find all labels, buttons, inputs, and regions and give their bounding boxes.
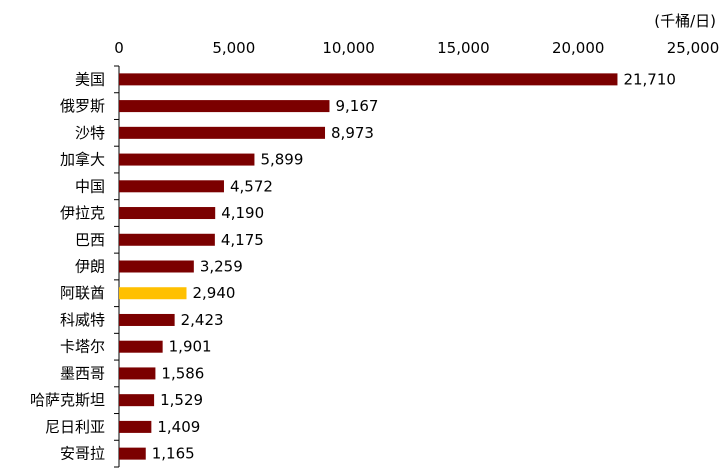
category-label: 加拿大: [60, 151, 105, 169]
value-label: 4,572: [230, 177, 273, 195]
value-label: 1,409: [157, 418, 200, 436]
bar: [119, 126, 326, 139]
bars: [119, 73, 618, 460]
x-tick-label: 10,000: [322, 39, 375, 57]
category-label: 中国: [75, 177, 105, 195]
value-label: 1,586: [161, 364, 204, 382]
value-label: 8,973: [331, 124, 374, 142]
unit-label: (千桶/日): [654, 12, 716, 30]
value-label: 1,901: [169, 338, 212, 356]
value-label: 4,190: [221, 204, 264, 222]
bar: [119, 153, 255, 166]
category-label: 巴西: [75, 231, 105, 249]
value-label: 2,423: [181, 311, 224, 329]
bar: [119, 394, 155, 407]
category-label: 阿联酋: [60, 284, 105, 302]
category-label: 俄罗斯: [60, 97, 105, 115]
x-tick-label: 25,000: [667, 39, 720, 57]
bar: [119, 447, 146, 460]
x-axis-ticks: 0 5,000 10,000 15,000 20,000 25,000: [114, 39, 719, 57]
bar: [119, 73, 618, 86]
x-tick-label: 15,000: [437, 39, 490, 57]
category-label: 沙特: [75, 124, 105, 142]
value-label: 9,167: [335, 97, 378, 115]
category-label: 尼日利亚: [45, 418, 105, 436]
bar: [119, 100, 330, 113]
x-tick-label: 0: [114, 39, 124, 57]
category-label: 科威特: [60, 311, 105, 329]
bar: [119, 340, 163, 353]
bar: [119, 233, 215, 246]
category-label: 卡塔尔: [60, 338, 105, 356]
category-label: 墨西哥: [60, 364, 105, 382]
category-label: 哈萨克斯坦: [30, 391, 105, 409]
bar: [119, 313, 175, 326]
category-labels: 美国俄罗斯沙特加拿大中国伊拉克巴西伊朗阿联酋科威特卡塔尔墨西哥哈萨克斯坦尼日利亚…: [30, 65, 119, 468]
x-tick-label: 5,000: [212, 39, 255, 57]
bar: [119, 207, 216, 220]
value-label: 21,710: [623, 70, 676, 88]
bar: [119, 367, 156, 380]
category-label: 安哥拉: [60, 445, 105, 463]
x-tick-label: 20,000: [552, 39, 605, 57]
category-label: 伊拉克: [60, 204, 105, 222]
category-label: 美国: [75, 70, 105, 88]
value-label: 1,165: [152, 445, 195, 463]
bar: [119, 260, 194, 273]
bar: [119, 287, 187, 300]
bar: [119, 420, 152, 433]
value-label: 3,259: [200, 258, 243, 276]
category-label: 伊朗: [75, 258, 105, 276]
bar: [119, 180, 224, 193]
value-labels: 21,710 9,167 8,973 5,899 4,572 4,190 4,175 3,25…: [152, 70, 676, 462]
value-label: 4,175: [221, 231, 264, 249]
value-label: 5,899: [260, 151, 303, 169]
value-label: 2,940: [193, 284, 236, 302]
value-label: 1,529: [160, 391, 203, 409]
